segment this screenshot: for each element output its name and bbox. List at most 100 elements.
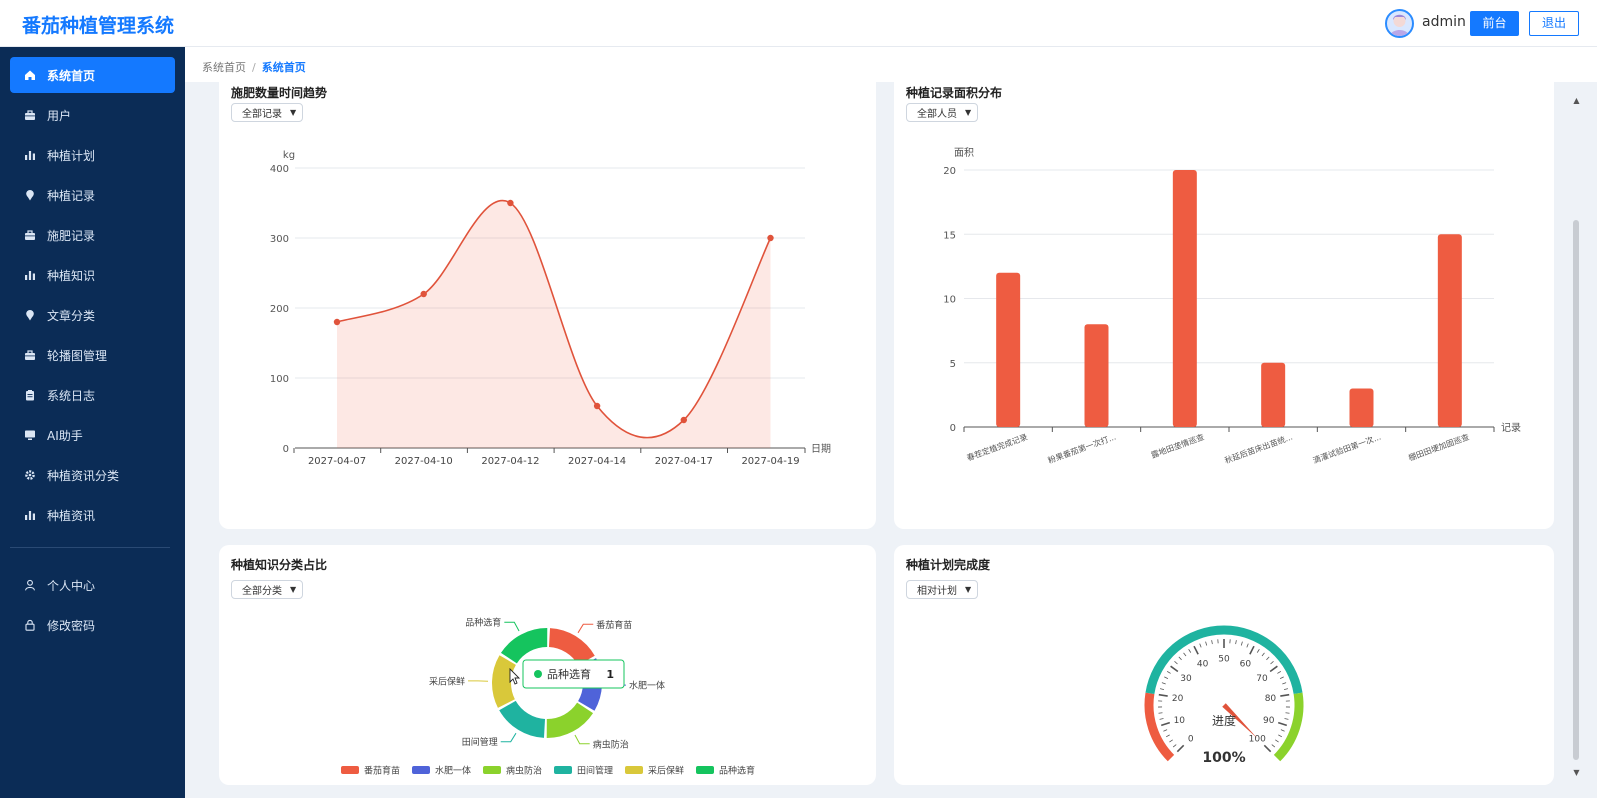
gauge-minor-tick (1172, 744, 1177, 748)
gauge-major-tick (1176, 744, 1185, 753)
select-value: 全部分类 (242, 586, 282, 597)
gear-icon (23, 468, 37, 482)
gauge-minor-tick (1266, 656, 1270, 661)
fertilizer-trend-card: 施肥数量时间趋势 全部记录 ▼ 0 100 200 300 400 2027-04-07 20… (219, 82, 876, 529)
select-value: 全部人员 (917, 109, 957, 120)
slice-label: 病虫防治 (593, 738, 629, 750)
gauge-minor-tick (1270, 661, 1274, 665)
sidebar: 系统首页用户种植计划种植记录施肥记录种植知识文章分类轮播图管理系统日志 AI助手种… (0, 47, 185, 798)
y-tick-label: 200 (270, 304, 289, 315)
donut-slice (546, 702, 594, 738)
pin-icon (23, 188, 37, 202)
y-tick-label: 400 (270, 164, 289, 175)
gauge-tick-label: 0 (1188, 735, 1194, 745)
logout-button[interactable]: 退出 (1529, 11, 1579, 36)
sidebar-bottom-item-0[interactable]: 个人中心 (10, 567, 175, 603)
sidebar-item-7[interactable]: 轮播图管理 (10, 337, 175, 373)
knowledge-category-card: 种植知识分类占比 全部分类 ▼ 番茄育苗 水肥一体 病虫防治 田间管理 采后保鲜 品种选育番… (219, 545, 876, 785)
donut-slice (492, 655, 516, 708)
gauge-minor-tick (1164, 676, 1169, 679)
person-filter-select[interactable]: 全部人员 ▼ (906, 103, 979, 122)
x-axis-label: 日期 (811, 443, 831, 455)
card-title: 种植计划完成度 (906, 558, 991, 572)
sidebar-item-10[interactable]: 种植资讯分类 (10, 457, 175, 493)
gauge-minor-tick (1285, 712, 1290, 714)
username[interactable]: admin (1422, 14, 1466, 30)
sidebar-item-11[interactable]: 种植资讯 (10, 497, 175, 533)
gauge-tick-label: 20 (1172, 694, 1184, 704)
tooltip-value: 1 (606, 668, 614, 681)
legend-label: 水肥一体 (435, 765, 471, 777)
gauge-minor-tick (1159, 718, 1164, 720)
x-tick-label: 秋延后苗床出苗统... (1223, 431, 1294, 465)
x-tick-label: 2027-04-14 (568, 456, 626, 467)
gauge-tick-label: 70 (1256, 674, 1268, 684)
sidebar-item-8[interactable]: 系统日志 (10, 377, 175, 413)
breadcrumb-home[interactable]: 系统首页 (202, 61, 246, 74)
gauge-minor-tick (1165, 734, 1170, 738)
category-filter-select[interactable]: 全部分类 ▼ (231, 580, 304, 599)
y-tick-label: 15 (943, 230, 956, 241)
avatar[interactable] (1385, 9, 1414, 38)
dashboard-content: 施肥数量时间趋势 全部记录 ▼ 0 100 200 300 400 2027-04-07 20… (185, 82, 1578, 798)
donut-slice (548, 628, 595, 666)
gauge-major-tick (1158, 693, 1168, 697)
y-tick-label: 20 (943, 166, 956, 177)
y-axis-label: 面积 (954, 147, 974, 159)
gauge-minor-tick (1199, 643, 1202, 648)
chevron-down-icon: ▼ (290, 108, 297, 117)
legend-swatch (554, 766, 572, 774)
tooltip-marker (534, 670, 542, 678)
sidebar-item-2[interactable]: 种植计划 (10, 137, 175, 173)
label-line (500, 732, 517, 743)
sidebar-item-3[interactable]: 种植记录 (10, 177, 175, 213)
plan-filter-select[interactable]: 相对计划 ▼ (906, 580, 979, 599)
gauge-minor-tick (1158, 712, 1163, 714)
gauge-minor-tick (1275, 739, 1279, 743)
bar-chart-icon (23, 268, 37, 282)
label-line (574, 734, 590, 745)
sidebar-item-6[interactable]: 文章分类 (10, 297, 175, 333)
legend-label: 采后保鲜 (648, 765, 684, 777)
sidebar-item-9[interactable]: AI助手 (10, 417, 175, 453)
gauge-minor-tick (1279, 676, 1284, 679)
sidebar-item-4[interactable]: 施肥记录 (10, 217, 175, 253)
breadcrumb-separator: / (252, 61, 256, 74)
gauge-minor-tick (1261, 652, 1265, 657)
x-tick-label: 2027-04-10 (395, 456, 453, 467)
series-area (337, 200, 771, 448)
scroll-down-arrow-icon[interactable]: ▼ (1573, 768, 1580, 777)
select-value: 全部记录 (242, 109, 282, 120)
scroll-up-arrow-icon[interactable]: ▲ (1573, 96, 1580, 105)
gauge-needle (1222, 703, 1258, 739)
record-filter-select[interactable]: 全部记录 ▼ (231, 103, 304, 122)
bar (996, 272, 1021, 427)
sidebar-bottom-item-1[interactable]: 修改密码 (10, 607, 175, 643)
donut-slice (499, 700, 546, 738)
sidebar-item-0[interactable]: 系统首页 (10, 57, 175, 93)
gauge-major-tick (1280, 693, 1290, 697)
top-header: 番茄种植管理系统 admin 前台 退出 (0, 0, 1597, 47)
sidebar-item-label: 种植资讯分类 (47, 468, 120, 483)
y-tick-label: 300 (270, 234, 289, 245)
page-scrollbar[interactable]: ▲ ▼ (1570, 92, 1583, 780)
data-point (767, 234, 774, 242)
y-axis-label: kg (283, 150, 295, 161)
pin-icon (23, 308, 37, 322)
frontend-button[interactable]: 前台 (1470, 11, 1519, 36)
sidebar-item-5[interactable]: 种植知识 (10, 257, 175, 293)
bar-chart-icon (23, 148, 37, 162)
sidebar-item-label: 用户 (47, 108, 72, 123)
breadcrumb: 系统首页 / 系统首页 (185, 47, 1597, 82)
label-line (577, 623, 594, 634)
legend-swatch (625, 766, 643, 774)
scrollbar-thumb[interactable] (1573, 220, 1579, 760)
x-tick-label: 春茬定植完成记录 (965, 431, 1029, 462)
sidebar-item-1[interactable]: 用户 (10, 97, 175, 133)
card-title: 种植知识分类占比 (231, 558, 328, 572)
bar (1172, 170, 1197, 427)
area-distribution-card: 种植记录面积分布 全部人员 ▼ 0 5 10 15 20 面积 记录 春茬定植完成记录 粉果番茄第… (894, 82, 1554, 529)
gauge-minor-tick (1178, 656, 1182, 661)
gauge-major-tick (1249, 645, 1255, 655)
